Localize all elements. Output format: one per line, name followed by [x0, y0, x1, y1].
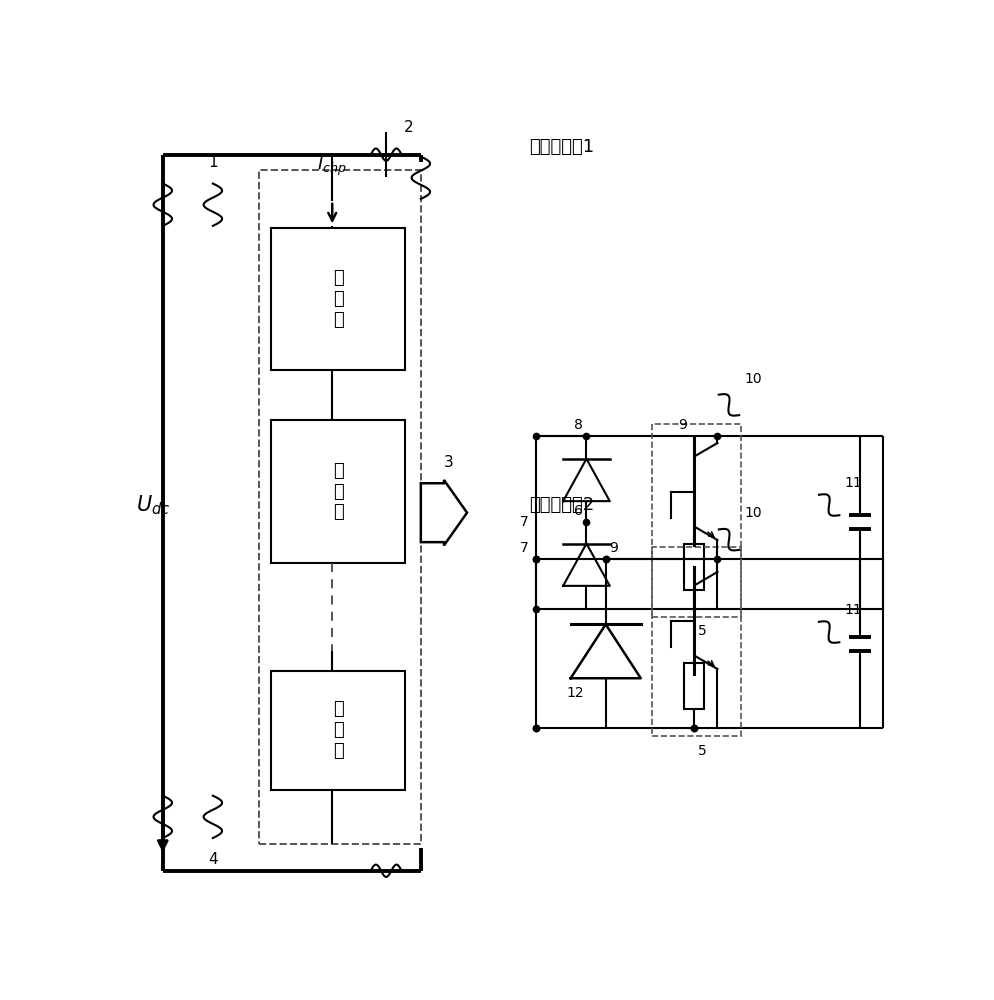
Text: 7: 7	[520, 541, 529, 555]
Text: 4: 4	[208, 852, 218, 866]
Text: 10: 10	[745, 506, 762, 520]
Text: 9: 9	[609, 541, 618, 555]
Bar	[652, 424, 741, 617]
Text: 子模块形式1: 子模块形式1	[529, 138, 593, 156]
Text: 3: 3	[444, 455, 453, 470]
Text: $\boldsymbol{I_{chp}}$: $\boldsymbol{I_{chp}}$	[317, 155, 347, 178]
Bar	[684, 544, 705, 590]
Text: 2: 2	[404, 120, 414, 135]
Text: 6: 6	[574, 504, 582, 518]
Text: 12: 12	[567, 686, 584, 700]
Text: 7: 7	[520, 515, 529, 529]
Bar	[270, 228, 406, 370]
Text: 11: 11	[845, 476, 862, 490]
Text: 9: 9	[679, 418, 688, 432]
Text: 1: 1	[208, 155, 218, 170]
Text: 10: 10	[745, 372, 762, 386]
Text: 5: 5	[698, 744, 707, 758]
Bar	[652, 547, 741, 736]
Text: 子
模
块: 子 模 块	[333, 269, 343, 329]
Text: 子模块形式2: 子模块形式2	[529, 496, 594, 514]
Bar	[259, 170, 420, 844]
Bar	[270, 420, 406, 563]
Text: 5: 5	[698, 624, 707, 638]
Text: $\boldsymbol{U_{dc}}$: $\boldsymbol{U_{dc}}$	[136, 493, 170, 517]
Bar	[270, 671, 406, 790]
Text: 子
模
块: 子 模 块	[333, 700, 343, 760]
Text: 11: 11	[845, 603, 862, 617]
Text: 8: 8	[574, 418, 582, 432]
Text: 子
模
块: 子 模 块	[333, 462, 343, 521]
Bar	[684, 663, 705, 709]
